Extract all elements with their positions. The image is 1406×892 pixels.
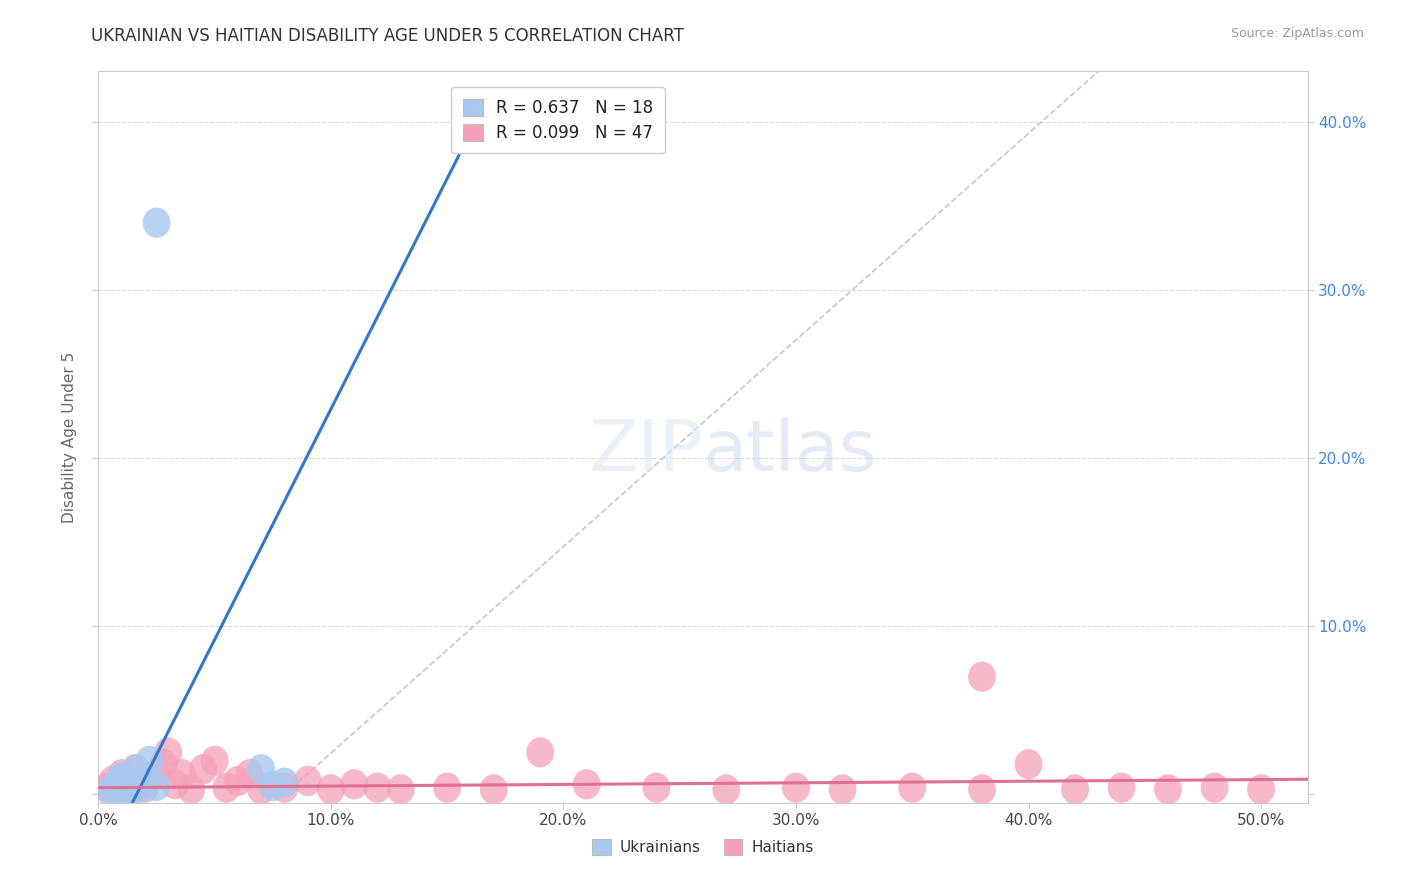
Text: ZIP: ZIP — [589, 417, 703, 486]
Y-axis label: Disability Age Under 5: Disability Age Under 5 — [62, 351, 77, 523]
Text: Source: ZipAtlas.com: Source: ZipAtlas.com — [1230, 27, 1364, 40]
Text: UKRAINIAN VS HAITIAN DISABILITY AGE UNDER 5 CORRELATION CHART: UKRAINIAN VS HAITIAN DISABILITY AGE UNDE… — [91, 27, 685, 45]
Legend: Ukrainians, Haitians: Ukrainians, Haitians — [586, 833, 820, 861]
Text: atlas: atlas — [703, 417, 877, 486]
